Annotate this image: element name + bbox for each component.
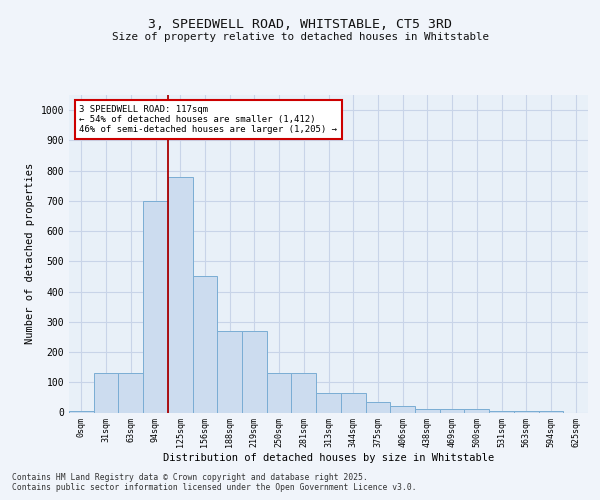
Bar bbox=[143, 201, 168, 412]
Text: Contains HM Land Registry data © Crown copyright and database right 2025.
Contai: Contains HM Land Registry data © Crown c… bbox=[12, 472, 416, 492]
Bar bbox=[341, 393, 365, 412]
Text: Size of property relative to detached houses in Whitstable: Size of property relative to detached ho… bbox=[112, 32, 488, 42]
Bar bbox=[168, 176, 193, 412]
Bar bbox=[292, 373, 316, 412]
Bar bbox=[267, 373, 292, 412]
Bar bbox=[217, 331, 242, 412]
Bar bbox=[539, 411, 563, 412]
Bar bbox=[415, 410, 440, 412]
Bar bbox=[118, 373, 143, 412]
Bar bbox=[242, 331, 267, 412]
Bar bbox=[94, 373, 118, 412]
Text: 3 SPEEDWELL ROAD: 117sqm
← 54% of detached houses are smaller (1,412)
46% of sem: 3 SPEEDWELL ROAD: 117sqm ← 54% of detach… bbox=[79, 104, 337, 134]
Bar bbox=[390, 406, 415, 412]
Y-axis label: Number of detached properties: Number of detached properties bbox=[25, 163, 35, 344]
X-axis label: Distribution of detached houses by size in Whitstable: Distribution of detached houses by size … bbox=[163, 453, 494, 463]
Bar bbox=[365, 402, 390, 412]
Bar bbox=[464, 410, 489, 412]
Bar bbox=[69, 411, 94, 412]
Bar bbox=[514, 411, 539, 412]
Text: 3, SPEEDWELL ROAD, WHITSTABLE, CT5 3RD: 3, SPEEDWELL ROAD, WHITSTABLE, CT5 3RD bbox=[148, 18, 452, 30]
Bar bbox=[193, 276, 217, 412]
Bar bbox=[316, 393, 341, 412]
Bar bbox=[440, 410, 464, 412]
Bar bbox=[489, 411, 514, 412]
